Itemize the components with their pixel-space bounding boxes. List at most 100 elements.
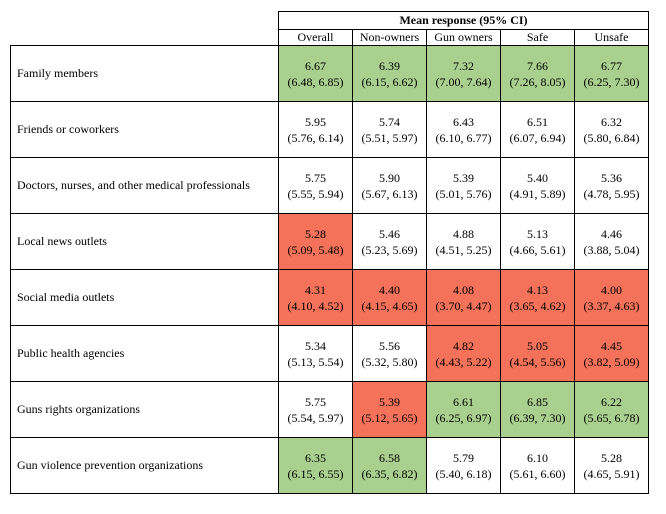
header-corner: [10, 11, 279, 46]
mean-value: 6.67: [305, 58, 326, 73]
data-cell: 4.40 (4.15, 4.65): [352, 269, 427, 326]
mean-value: 6.10: [527, 450, 548, 465]
mean-value: 6.22: [601, 394, 622, 409]
data-cell: 4.82 (4.43, 5.22): [426, 325, 501, 382]
mean-value: 5.05: [527, 338, 548, 353]
confidence-interval: (3.70, 4.47): [435, 298, 492, 313]
data-cell: 5.74 (5.51, 5.97): [352, 101, 427, 158]
data-cell: 5.75 (5.55, 5.94): [278, 157, 353, 214]
confidence-interval: (4.43, 5.22): [435, 354, 492, 369]
confidence-interval: (5.55, 5.94): [287, 186, 344, 201]
confidence-interval: (6.15, 6.55): [287, 466, 344, 481]
mean-value: 4.88: [453, 226, 474, 241]
table-row: Guns rights organizations 5.75 (5.54, 5.97…: [10, 381, 649, 438]
mean-value: 5.79: [453, 450, 474, 465]
data-cell: 6.67 (6.48, 6.85): [278, 45, 353, 102]
confidence-interval: (5.54, 5.97): [287, 410, 344, 425]
data-cell: 4.13 (3.65, 4.62): [500, 269, 575, 326]
confidence-interval: (5.09, 5.48): [287, 242, 344, 257]
data-cell: 6.39 (6.15, 6.62): [352, 45, 427, 102]
mean-value: 7.32: [453, 58, 474, 73]
mean-value: 6.58: [379, 450, 400, 465]
confidence-interval: (6.10, 6.77): [435, 130, 492, 145]
row-label: Family members: [10, 45, 279, 102]
confidence-interval: (4.78, 5.95): [583, 186, 640, 201]
confidence-interval: (5.12, 5.65): [361, 410, 418, 425]
mean-value: 5.39: [453, 170, 474, 185]
table-row: Family members 6.67 (6.48, 6.85) 6.39 (6.15,…: [10, 45, 649, 102]
data-cell: 4.31 (4.10, 4.52): [278, 269, 353, 326]
row-label: Social media outlets: [10, 269, 279, 326]
data-cell: 5.39 (5.12, 5.65): [352, 381, 427, 438]
confidence-interval: (5.61, 6.60): [509, 466, 566, 481]
mean-value: 4.46: [601, 226, 622, 241]
mean-value: 5.75: [305, 394, 326, 409]
mean-value: 4.40: [379, 282, 400, 297]
confidence-interval: (5.51, 5.97): [361, 130, 418, 145]
row-label: Gun violence prevention organizations: [10, 437, 279, 494]
table-body: Family members 6.67 (6.48, 6.85) 6.39 (6.15,…: [10, 45, 649, 494]
data-cell: 5.28 (5.09, 5.48): [278, 213, 353, 270]
table-row: Friends or coworkers 5.95 (5.76, 6.14) 5.74…: [10, 101, 649, 158]
confidence-interval: (5.67, 6.13): [361, 186, 418, 201]
confidence-interval: (3.88, 5.04): [583, 242, 640, 257]
mean-value: 6.39: [379, 58, 400, 73]
table-row: Social media outlets 4.31 (4.10, 4.52) 4.40…: [10, 269, 649, 326]
row-label: Guns rights organizations: [10, 381, 279, 438]
group-header: Mean response (95% CI): [278, 11, 649, 30]
data-cell: 5.75 (5.54, 5.97): [278, 381, 353, 438]
data-cell: 5.13 (4.66, 5.61): [500, 213, 575, 270]
mean-value: 5.34: [305, 338, 326, 353]
confidence-interval: (5.23, 5.69): [361, 242, 418, 257]
data-cell: 5.90 (5.67, 6.13): [352, 157, 427, 214]
mean-value: 5.28: [305, 226, 326, 241]
confidence-interval: (6.07, 6.94): [509, 130, 566, 145]
confidence-interval: (4.51, 5.25): [435, 242, 492, 257]
confidence-interval: (4.66, 5.61): [509, 242, 566, 257]
mean-value: 6.51: [527, 114, 548, 129]
data-cell: 6.10 (5.61, 6.60): [500, 437, 575, 494]
column-header-safe: Safe: [500, 29, 575, 46]
confidence-interval: (3.37, 4.63): [583, 298, 640, 313]
data-cell: 5.28 (4.65, 5.91): [574, 437, 649, 494]
data-cell: 5.05 (4.54, 5.56): [500, 325, 575, 382]
mean-value: 5.40: [527, 170, 548, 185]
confidence-interval: (7.00, 7.64): [435, 74, 492, 89]
column-header-overall: Overall: [278, 29, 353, 46]
data-cell: 5.95 (5.76, 6.14): [278, 101, 353, 158]
confidence-interval: (6.25, 6.97): [435, 410, 492, 425]
data-cell: 4.46 (3.88, 5.04): [574, 213, 649, 270]
data-cell: 5.34 (5.13, 5.54): [278, 325, 353, 382]
confidence-interval: (6.15, 6.62): [361, 74, 418, 89]
data-cell: 5.79 (5.40, 6.18): [426, 437, 501, 494]
mean-value: 5.74: [379, 114, 400, 129]
data-cell: 6.43 (6.10, 6.77): [426, 101, 501, 158]
row-label: Doctors, nurses, and other medical profe…: [10, 157, 279, 214]
mean-value: 4.45: [601, 338, 622, 353]
data-cell: 4.00 (3.37, 4.63): [574, 269, 649, 326]
mean-value: 5.28: [601, 450, 622, 465]
mean-value: 6.43: [453, 114, 474, 129]
table-row: Local news outlets 5.28 (5.09, 5.48) 5.46 (5…: [10, 213, 649, 270]
data-cell: 6.85 (6.39, 7.30): [500, 381, 575, 438]
mean-value: 6.32: [601, 114, 622, 129]
data-cell: 5.46 (5.23, 5.69): [352, 213, 427, 270]
confidence-interval: (3.65, 4.62): [509, 298, 566, 313]
confidence-interval: (4.54, 5.56): [509, 354, 566, 369]
confidence-interval: (5.01, 5.76): [435, 186, 492, 201]
data-cell: 4.45 (3.82, 5.09): [574, 325, 649, 382]
confidence-interval: (4.65, 5.91): [583, 466, 640, 481]
table-row: Public health agencies 5.34 (5.13, 5.54) 5.…: [10, 325, 649, 382]
mean-value: 4.13: [527, 282, 548, 297]
column-header-row: Overall Non-owners Gun owners Safe Unsaf…: [11, 29, 649, 46]
data-cell: 7.32 (7.00, 7.64): [426, 45, 501, 102]
mean-value: 4.31: [305, 282, 326, 297]
confidence-interval: (6.48, 6.85): [287, 74, 344, 89]
mean-value: 5.90: [379, 170, 400, 185]
table-row: Gun violence prevention organizations 6.3…: [10, 437, 649, 494]
confidence-interval: (5.80, 6.84): [583, 130, 640, 145]
results-table: Mean response (95% CI) Overall Non-owner…: [10, 11, 649, 494]
confidence-interval: (4.15, 4.65): [361, 298, 418, 313]
confidence-interval: (4.10, 4.52): [287, 298, 344, 313]
column-header-unsafe: Unsafe: [574, 29, 649, 46]
